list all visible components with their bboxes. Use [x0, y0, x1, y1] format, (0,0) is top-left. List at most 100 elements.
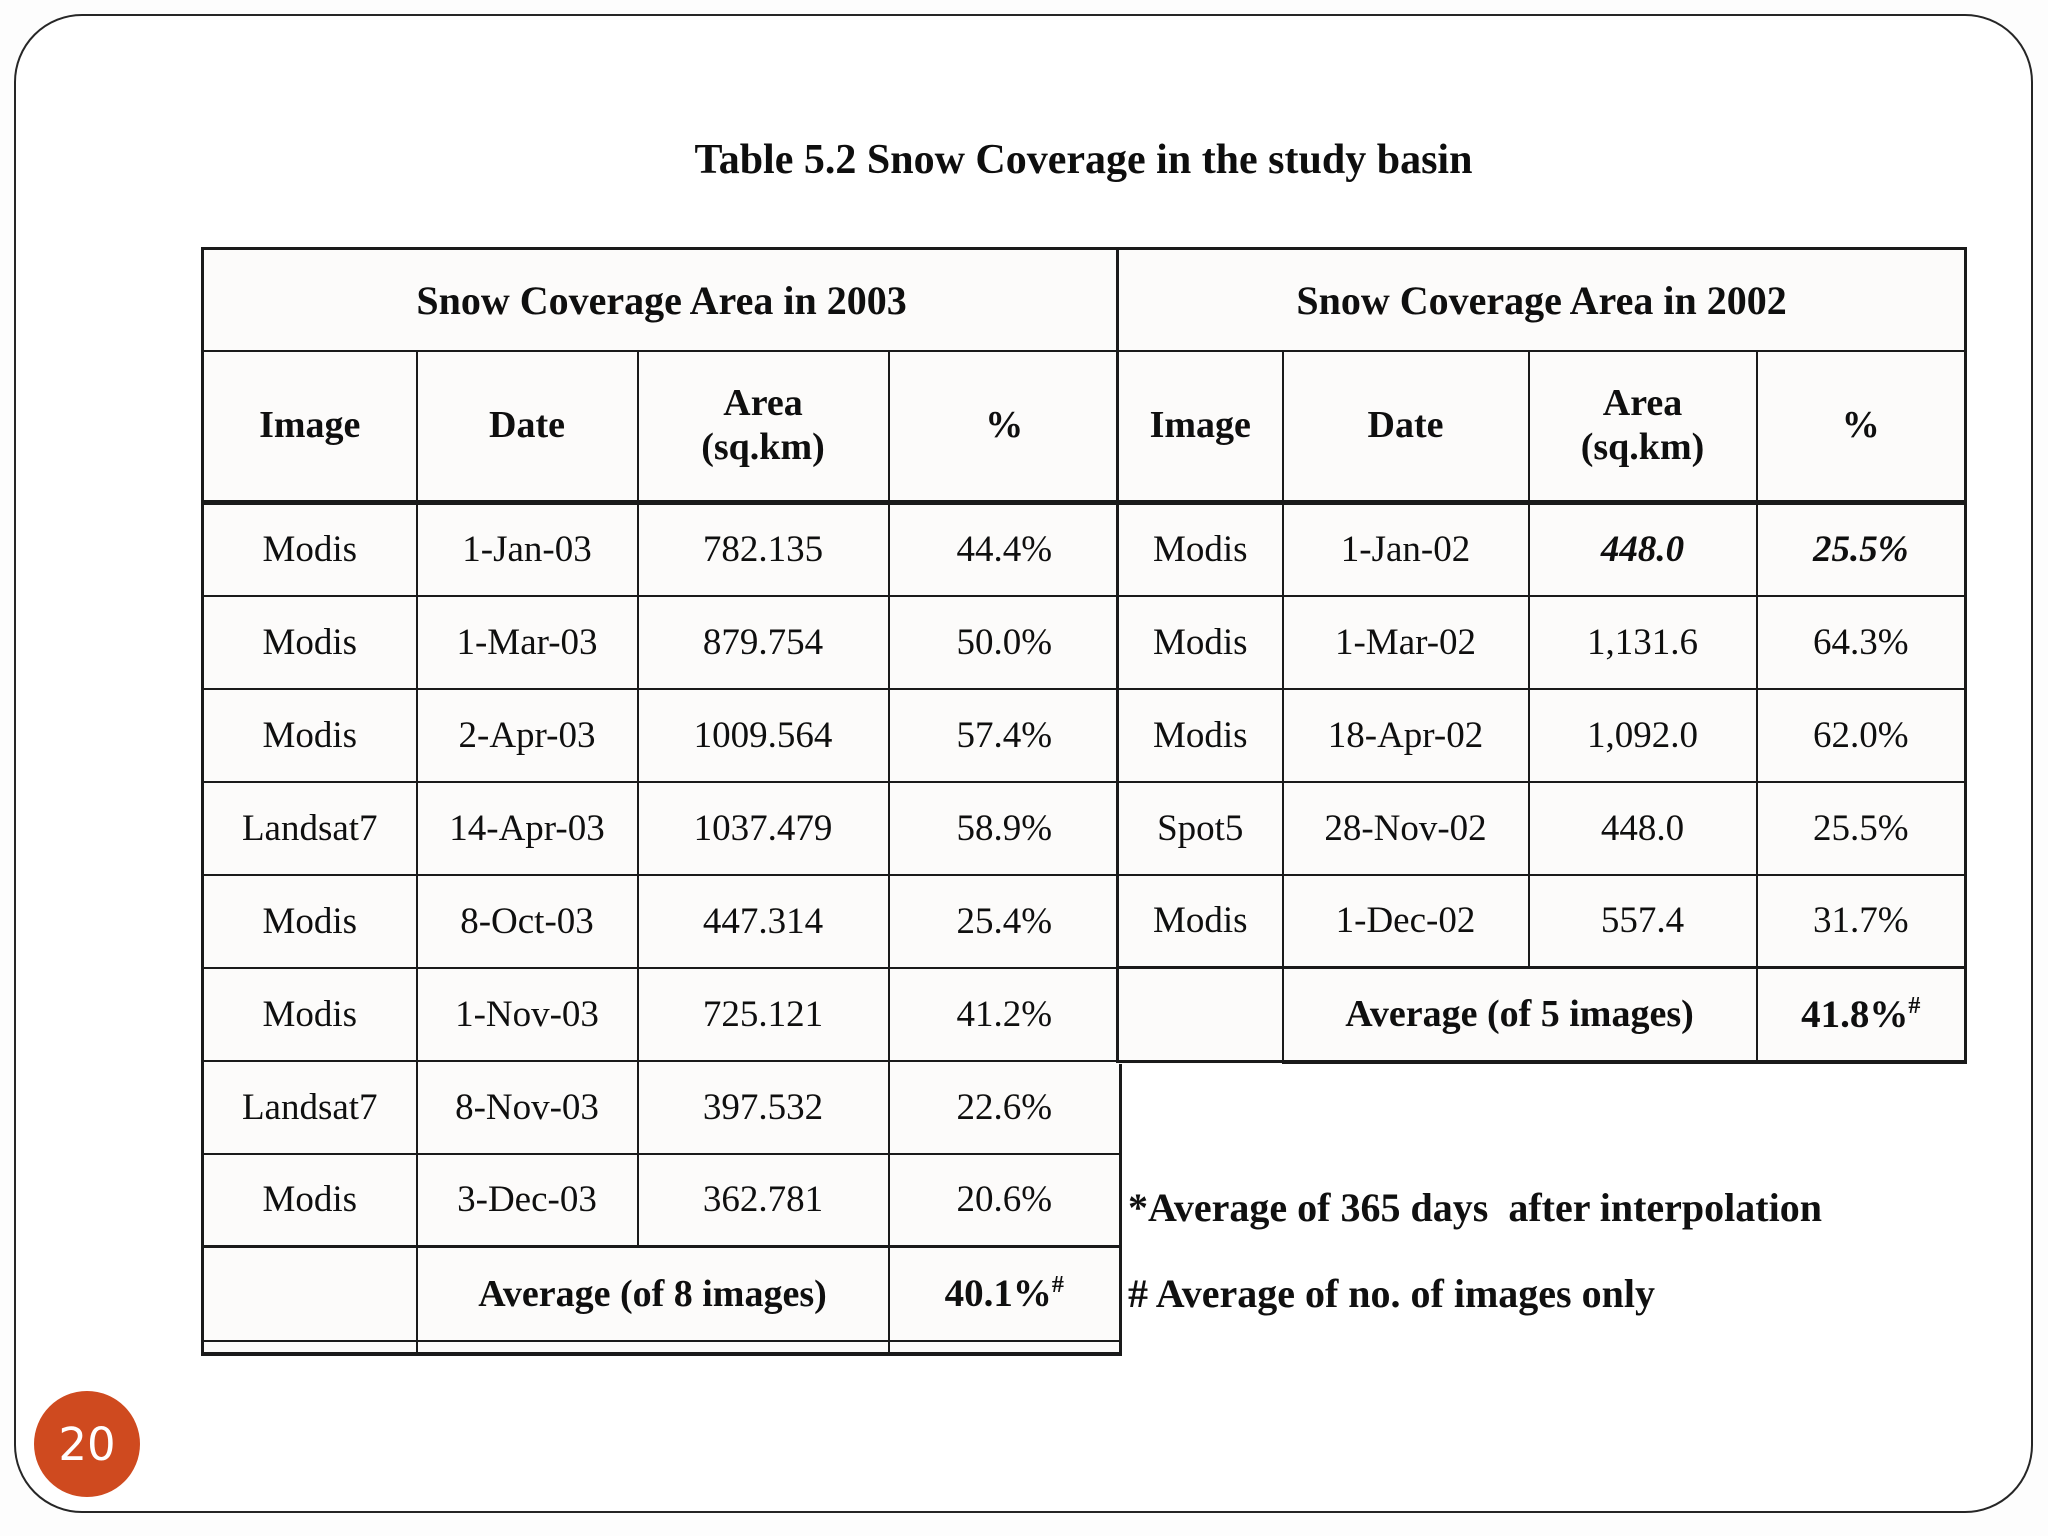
column-header-area-line2: (sq.km): [701, 426, 825, 468]
average-label: Average (of 5 images): [1281, 966, 1758, 1064]
table-cell-area: 725.121: [636, 966, 890, 1062]
table-row: Modis 1-Dec-02 557.4 31.7%: [1116, 873, 1967, 969]
table-cell-date: 3-Dec-03: [415, 1152, 639, 1248]
column-header-date: Date: [415, 350, 639, 505]
table-cell-percent: 44.4%: [887, 501, 1122, 597]
table-cell-image: Modis: [201, 687, 418, 783]
table-row: Modis 1-Mar-03 879.754 50.0%: [201, 594, 1122, 690]
table-cell-empty: [887, 1339, 1122, 1356]
table-cell-date: 1-Mar-02: [1281, 594, 1530, 690]
table-row: Modis 1-Mar-02 1,131.6 64.3%: [1116, 594, 1967, 690]
table-cell-image: Modis: [201, 501, 418, 597]
table-cell-date: 8-Oct-03: [415, 873, 639, 969]
column-header-area-line2: (sq.km): [1580, 426, 1705, 468]
table-cell-percent: 58.9%: [887, 780, 1122, 876]
table-cell-percent: 64.3%: [1755, 594, 1967, 690]
table-cell-area: 1,131.6: [1527, 594, 1758, 690]
column-header-row: Image Date Area (sq.km) %: [201, 350, 1122, 505]
table-cell-image: Modis: [201, 966, 418, 1062]
table-cell-percent: 25.5%: [1755, 780, 1967, 876]
table-header-2002: Snow Coverage Area in 2002: [1116, 247, 1967, 352]
table-row: Modis 1-Jan-02 448.0 25.5%: [1116, 501, 1967, 597]
average-value: 40.1%#: [887, 1245, 1122, 1342]
table-cell-percent: 50.0%: [887, 594, 1122, 690]
table-cell-percent: 31.7%: [1755, 873, 1967, 969]
table-cell-image: Landsat7: [201, 780, 418, 876]
average-percent: 41.8%: [1801, 992, 1909, 1036]
column-header-image: Image: [201, 350, 418, 505]
column-header-image: Image: [1116, 350, 1284, 505]
table-row: Landsat7 8-Nov-03 397.532 22.6%: [201, 1059, 1122, 1155]
table-cell-date: 28-Nov-02: [1281, 780, 1530, 876]
table-row: Modis 2-Apr-03 1009.564 57.4%: [201, 687, 1122, 783]
table-row: Spot5 28-Nov-02 448.0 25.5%: [1116, 780, 1967, 876]
table-header-2003: Snow Coverage Area in 2003: [201, 247, 1122, 352]
table-row: Modis 1-Nov-03 725.121 41.2%: [201, 966, 1122, 1062]
table-cell-percent: 41.2%: [887, 966, 1122, 1062]
table-cell-image: Spot5: [1116, 780, 1284, 876]
page-number-badge: 20: [34, 1391, 140, 1497]
table-cell-area: 397.532: [636, 1059, 890, 1155]
column-header-area: Area (sq.km): [1527, 350, 1758, 505]
table-cell-image: Modis: [1116, 687, 1284, 783]
table-cell-date: 2-Apr-03: [415, 687, 639, 783]
table-cell-image: Modis: [201, 1152, 418, 1248]
average-row: Average (of 5 images) 41.8%#: [1116, 966, 1967, 1064]
table-cell-image: Modis: [201, 873, 418, 969]
hash-superscript: #: [1908, 992, 1921, 1019]
table-cell-date: 1-Mar-03: [415, 594, 639, 690]
table-cell-empty: [201, 1245, 418, 1342]
column-header-date: Date: [1281, 350, 1530, 505]
snow-coverage-table-2002: Snow Coverage Area in 2002 Image Date Ar…: [1116, 247, 1968, 1064]
table-cell-date: 18-Apr-02: [1281, 687, 1530, 783]
table-cell-percent: 22.6%: [887, 1059, 1122, 1155]
table-cell-empty: [201, 1339, 418, 1356]
table-cell-percent: 62.0%: [1755, 687, 1967, 783]
table-cell-image: Modis: [201, 594, 418, 690]
table-cell-percent: 25.5%: [1755, 501, 1967, 597]
footnote-interpolation: *Average of 365 days after interpolation: [1128, 1185, 1822, 1230]
average-value: 41.8%#: [1755, 966, 1967, 1064]
slide: Table 5.2 Snow Coverage in the study bas…: [14, 14, 2033, 1513]
table-row: Modis 8-Oct-03 447.314 25.4%: [201, 873, 1122, 969]
column-header-percent: %: [1755, 350, 1967, 505]
table-cell-area: 447.314: [636, 873, 890, 969]
table-cell-date: 1-Nov-03: [415, 966, 639, 1062]
table-row: Landsat7 14-Apr-03 1037.479 58.9%: [201, 780, 1122, 876]
average-percent: 40.1%: [944, 1272, 1052, 1316]
hash-superscript: #: [1051, 1272, 1064, 1299]
page-number: 20: [58, 1417, 116, 1471]
table-bottom-sliver: [201, 1339, 1122, 1356]
table-cell-date: 1-Jan-03: [415, 501, 639, 597]
table-row: Modis 1-Jan-03 782.135 44.4%: [201, 501, 1122, 597]
footnote-images-only: # Average of no. of images only: [1128, 1271, 1655, 1316]
table-cell-date: 14-Apr-03: [415, 780, 639, 876]
table-cell-image: Modis: [1116, 594, 1284, 690]
snow-coverage-table-2003: Snow Coverage Area in 2003 Image Date Ar…: [201, 247, 1123, 1356]
table-cell-area: 448.0: [1527, 780, 1758, 876]
column-header-row: Image Date Area (sq.km) %: [1116, 350, 1967, 505]
table-cell-date: 1-Jan-02: [1281, 501, 1530, 597]
table-cell-date: 8-Nov-03: [415, 1059, 639, 1155]
table-cell-area: 557.4: [1527, 873, 1758, 969]
table-cell-empty: [415, 1339, 890, 1356]
average-label: Average (of 8 images): [415, 1245, 890, 1342]
table-cell-empty: [1116, 966, 1284, 1062]
table-row: Modis 18-Apr-02 1,092.0 62.0%: [1116, 687, 1967, 783]
table-cell-image: Modis: [1116, 501, 1284, 597]
average-row: Average (of 8 images) 40.1%#: [201, 1245, 1122, 1342]
table-cell-area: 448.0: [1527, 501, 1758, 597]
table-cell-area: 1037.479: [636, 780, 890, 876]
table-cell-area: 782.135: [636, 501, 890, 597]
table-cell-image: Landsat7: [201, 1059, 418, 1155]
table-cell-percent: 57.4%: [887, 687, 1122, 783]
table-cell-percent: 20.6%: [887, 1152, 1122, 1248]
table-header-row: Snow Coverage Area in 2003: [201, 247, 1122, 352]
table-cell-area: 1009.564: [636, 687, 890, 783]
column-header-area: Area (sq.km): [636, 350, 890, 505]
table-header-row: Snow Coverage Area in 2002: [1116, 247, 1967, 352]
table-cell-area: 879.754: [636, 594, 890, 690]
table-cell-area: 1,092.0: [1527, 687, 1758, 783]
table-cell-date: 1-Dec-02: [1281, 873, 1530, 969]
column-header-area-line1: Area: [723, 382, 803, 425]
